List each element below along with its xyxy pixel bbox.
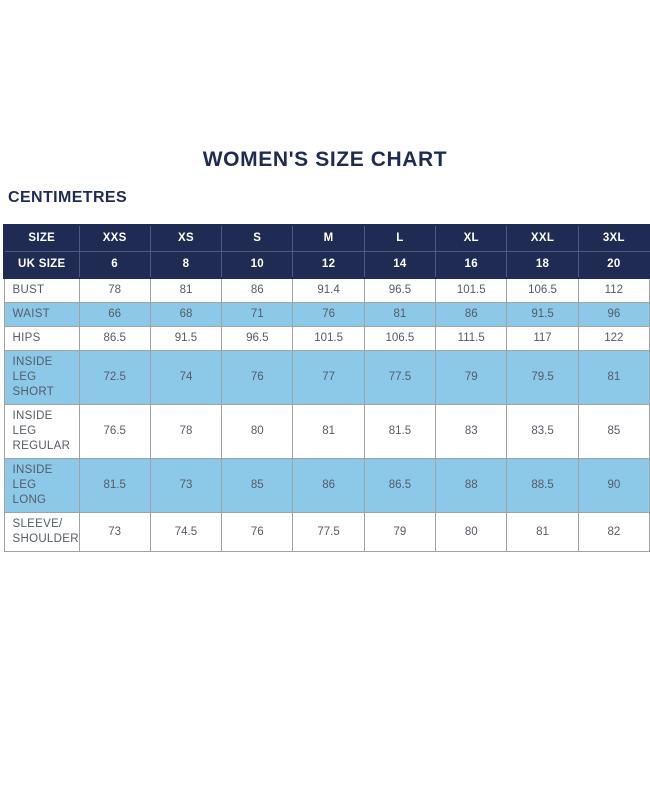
value-cell: 74 — [149, 350, 223, 405]
value-cell: 81 — [506, 512, 579, 552]
table-body: BUST 78 81 86 91.4 96.5 101.5 106.5 112 WAIST 66 68… — [3, 277, 650, 552]
value-cell: 77.5 — [363, 350, 437, 405]
value-cell: 86 — [435, 302, 508, 327]
value-cell: 83 — [435, 404, 508, 459]
value-cell: 76 — [221, 350, 294, 405]
value-cell: 86.5 — [363, 458, 437, 513]
header-value-cell: M — [292, 224, 365, 252]
value-cell: 71 — [221, 302, 294, 327]
value-cell: 78 — [149, 404, 223, 459]
value-cell: 77 — [292, 350, 365, 405]
value-cell: 73 — [149, 458, 223, 513]
unit-label: CENTIMETRES — [8, 189, 128, 206]
value-cell: 86.5 — [78, 326, 151, 351]
value-cell: 76.5 — [78, 404, 151, 459]
value-cell: 86 — [221, 277, 294, 303]
value-cell: 117 — [506, 326, 579, 351]
value-cell: 82 — [577, 512, 650, 552]
value-cell: 83.5 — [506, 404, 579, 459]
value-cell: 90 — [577, 458, 650, 513]
value-cell: 106.5 — [363, 326, 437, 351]
table-header: SIZE XXS XS S M L XL XXL 3XL UK SIZE 6 8 10 12 14 16 18 2… — [3, 224, 650, 279]
value-cell: 79 — [363, 512, 437, 552]
row-label-cell: INSIDE LEG LONG — [3, 458, 80, 513]
value-cell: 72.5 — [78, 350, 151, 405]
row-label-cell: HIPS — [3, 326, 80, 351]
row-label-cell: INSIDE LEG REGULAR — [3, 404, 80, 459]
header-value-cell: 3XL — [577, 224, 650, 252]
value-cell: 96.5 — [363, 277, 437, 303]
value-cell: 80 — [221, 404, 294, 459]
table-row: SLEEVE/ SHOULDER 73 74.5 76 77.5 79 80 81 82 — [3, 512, 650, 552]
page-title: WOMEN'S SIZE CHART — [202, 148, 448, 171]
table-row: INSIDE LEG LONG 81.5 73 85 86 86.5 88 88.5 90 — [3, 458, 650, 513]
table-row: INSIDE LEG SHORT 72.5 74 76 77 77.5 79 79.5 81 — [3, 350, 650, 405]
value-cell: 76 — [221, 512, 294, 552]
value-cell: 101.5 — [435, 277, 508, 303]
value-cell: 91.5 — [506, 302, 579, 327]
size-chart-page: WOMEN'S SIZE CHART CENTIMETRES SIZE XXS XS… — [0, 148, 650, 798]
header-value-cell: 18 — [506, 251, 579, 279]
value-cell: 73 — [78, 512, 151, 552]
value-cell: 81.5 — [363, 404, 437, 459]
header-value-cell: 14 — [363, 251, 437, 279]
table-row: INSIDE LEG REGULAR 76.5 78 80 81 81.5 83 83.5 85 — [3, 404, 650, 459]
value-cell: 96.5 — [221, 326, 294, 351]
header-value-cell: 6 — [78, 251, 151, 279]
value-cell: 76 — [292, 302, 365, 327]
value-cell: 86 — [292, 458, 365, 513]
size-chart-table: SIZE XXS XS S M L XL XXL 3XL UK SIZE 6 8 10 12 14 16 18 2… — [3, 224, 650, 552]
value-cell: 96 — [577, 302, 650, 327]
value-cell: 122 — [577, 326, 650, 351]
value-cell: 111.5 — [435, 326, 508, 351]
value-cell: 85 — [577, 404, 650, 459]
value-cell: 68 — [149, 302, 223, 327]
value-cell: 106.5 — [506, 277, 579, 303]
header-label-cell: UK SIZE — [3, 251, 80, 279]
value-cell: 77.5 — [292, 512, 365, 552]
row-label-cell: BUST — [3, 277, 80, 303]
value-cell: 79.5 — [506, 350, 579, 405]
value-cell: 79 — [435, 350, 508, 405]
value-cell: 81.5 — [78, 458, 151, 513]
header-value-cell: XS — [149, 224, 223, 252]
value-cell: 91.5 — [149, 326, 223, 351]
value-cell: 66 — [78, 302, 151, 327]
header-value-cell: XXS — [78, 224, 151, 252]
header-value-cell: 10 — [221, 251, 294, 279]
value-cell: 81 — [577, 350, 650, 405]
value-cell: 85 — [221, 458, 294, 513]
header-label-cell: SIZE — [3, 224, 80, 252]
value-cell: 112 — [577, 277, 650, 303]
header-value-cell: 8 — [149, 251, 223, 279]
value-cell: 81 — [149, 277, 223, 303]
header-value-cell: XXL — [506, 224, 579, 252]
value-cell: 91.4 — [292, 277, 365, 303]
table-row: BUST 78 81 86 91.4 96.5 101.5 106.5 112 — [3, 277, 650, 303]
value-cell: 81 — [363, 302, 437, 327]
header-value-cell: 16 — [435, 251, 508, 279]
value-cell: 88.5 — [506, 458, 579, 513]
table-header-row: UK SIZE 6 8 10 12 14 16 18 20 — [3, 251, 650, 279]
value-cell: 101.5 — [292, 326, 365, 351]
row-label-cell: INSIDE LEG SHORT — [3, 350, 80, 405]
header-value-cell: 12 — [292, 251, 365, 279]
row-label-cell: WAIST — [3, 302, 80, 327]
value-cell: 74.5 — [149, 512, 223, 552]
table-row: HIPS 86.5 91.5 96.5 101.5 106.5 111.5 117 122 — [3, 326, 650, 351]
header-value-cell: L — [363, 224, 437, 252]
value-cell: 81 — [292, 404, 365, 459]
header-value-cell: 20 — [577, 251, 650, 279]
header-value-cell: S — [221, 224, 294, 252]
row-label-cell: SLEEVE/ SHOULDER — [3, 512, 80, 552]
table-header-row: SIZE XXS XS S M L XL XXL 3XL — [3, 224, 650, 252]
value-cell: 88 — [435, 458, 508, 513]
value-cell: 80 — [435, 512, 508, 552]
table-row: WAIST 66 68 71 76 81 86 91.5 96 — [3, 302, 650, 327]
header-value-cell: XL — [435, 224, 508, 252]
value-cell: 78 — [78, 277, 151, 303]
